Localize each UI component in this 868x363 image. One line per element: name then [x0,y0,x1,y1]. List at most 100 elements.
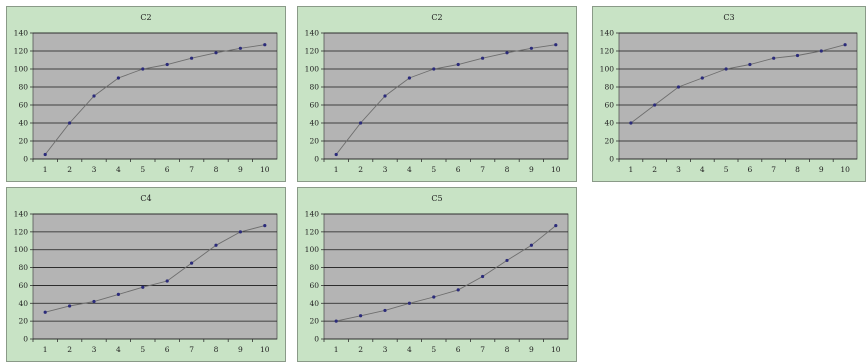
y-tick-label: 20 [604,137,614,146]
x-tick-label: 6 [456,165,461,174]
data-point [190,56,194,60]
x-tick-label: 6 [748,165,753,174]
data-point [481,274,485,279]
data-point [481,56,485,60]
x-tick-label: 1 [334,165,339,174]
data-point [529,46,533,50]
data-point [748,62,752,67]
x-tick-label: 10 [260,165,270,174]
data-point [529,243,533,247]
data-point [383,94,387,98]
data-point [676,85,681,89]
data-point [629,121,633,125]
y-tick-label: 60 [18,101,28,110]
x-tick-label: 8 [505,345,510,354]
y-tick-label: 40 [18,299,28,308]
x-tick-label: 4 [407,165,412,174]
data-point [843,43,847,47]
y-tick-label: 100 [600,65,615,74]
plot-area [323,32,569,160]
x-tick-label: 9 [238,345,243,354]
chart-svg: C5 0 20 40 60 80 100 120 140 1 2 3 4 5 6 7 8 9 10 [305,194,569,354]
x-tick-label: 3 [92,345,97,354]
chart-svg: C2 0 20 40 60 80 100 120 140 1 2 3 4 5 6 7 8 9 10 [305,13,569,174]
x-tick-label: 5 [140,165,145,174]
data-point [432,295,436,299]
x-tick-label: 2 [358,165,363,174]
y-tick-label: 40 [309,299,319,308]
plot-area [323,213,569,340]
y-tick-label: 100 [305,245,320,254]
y-tick-label: 20 [18,137,28,146]
x-tick-label: 6 [165,165,170,174]
series-line [630,44,846,124]
data-point [456,288,460,292]
x-tick-label: 6 [456,345,461,354]
x-tick-label: 1 [629,165,634,174]
x-tick-label: 1 [334,345,339,354]
x-tick-label: 5 [431,345,436,354]
data-point [214,51,218,55]
chart-title: C3 [723,13,734,22]
y-tick-label: 60 [309,281,319,290]
series-line [336,225,557,322]
data-point [432,67,436,71]
y-tick-label: 0 [314,335,319,344]
data-point [190,261,194,265]
x-tick-label: 3 [92,165,97,174]
x-tick-label: 7 [771,165,776,174]
data-point [700,76,704,80]
chart-title: C4 [140,194,151,203]
chart-svg: C2 0 20 40 60 80 100 120 140 1 2 3 4 5 6 7 8 9 10 [14,13,278,174]
y-tick-label: 80 [18,83,28,92]
x-tick-label: 4 [700,165,705,174]
series-line [45,225,265,313]
data-point [505,51,509,55]
y-tick-label: 140 [14,210,29,219]
data-point [238,46,242,50]
plot-area [32,213,278,340]
data-point [554,43,558,47]
y-tick-label: 0 [314,155,319,164]
data-point [116,76,120,80]
data-point [263,224,267,228]
chart-panel-c4: C4 0 20 40 60 80 100 120 140 1 2 3 4 5 6 7 8 9 10 [6,187,286,362]
data-point [456,62,460,67]
y-tick-label: 40 [18,119,28,128]
x-tick-label: 10 [551,165,561,174]
y-tick-label: 60 [18,281,28,290]
y-tick-label: 100 [305,65,320,74]
data-point [43,310,47,314]
x-tick-label: 3 [383,345,388,354]
x-tick-label: 10 [260,345,270,354]
x-tick-label: 2 [358,345,363,354]
x-tick-label: 4 [116,345,121,354]
data-point [238,230,242,234]
x-tick-label: 7 [189,165,194,174]
y-tick-label: 80 [604,83,614,92]
data-point [653,103,657,107]
y-tick-label: 140 [14,29,29,38]
y-tick-label: 140 [305,210,320,219]
x-tick-label: 9 [529,165,534,174]
data-point [772,56,776,60]
chart-svg: C4 0 20 40 60 80 100 120 140 1 2 3 4 5 6 7 8 9 10 [14,194,278,354]
data-point [68,121,72,125]
y-tick-label: 120 [14,47,29,56]
data-point [359,121,363,125]
data-point [383,308,387,313]
x-tick-label: 4 [116,165,121,174]
x-tick-label: 4 [407,345,412,354]
data-point [407,301,411,305]
data-point [407,76,411,80]
x-tick-label: 5 [724,165,729,174]
x-tick-label: 9 [529,345,534,354]
y-tick-label: 60 [309,101,319,110]
x-tick-label: 9 [819,165,824,174]
x-tick-label: 5 [431,165,436,174]
data-point [795,53,800,58]
x-tick-label: 8 [795,165,800,174]
data-point [165,62,169,67]
data-point [359,314,363,318]
y-tick-label: 80 [309,83,319,92]
